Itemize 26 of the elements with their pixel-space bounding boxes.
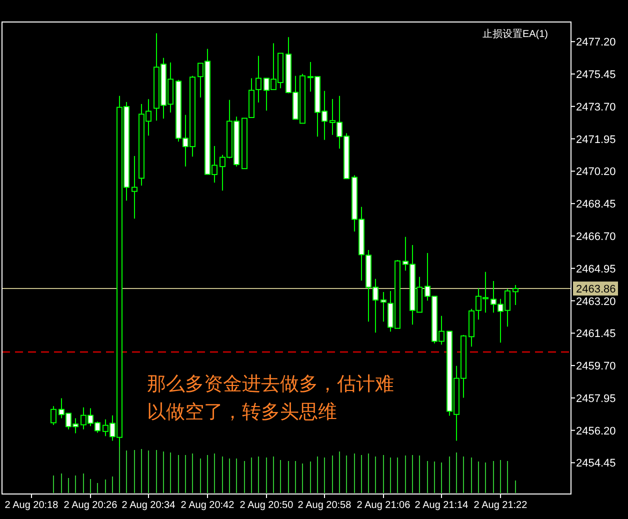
- x-tick-label: 2 Aug 20:26: [64, 500, 118, 511]
- y-tick-label: 2466.70: [576, 230, 616, 243]
- y-tick-label: 2454.45: [576, 458, 616, 470]
- y-tick-label: 2468.45: [576, 198, 616, 211]
- y-tick-label: 2461.45: [576, 328, 616, 340]
- annotation: 止损设置EA(1): [482, 28, 548, 40]
- x-tick-label: 2 Aug 20:42: [180, 500, 235, 511]
- x-tick-label: 2 Aug 20:58: [298, 500, 352, 511]
- y-tick-label: 2464.95: [576, 263, 616, 276]
- y-tick-label: 2470.20: [576, 166, 616, 178]
- x-tick-label: 2 Aug 21:14: [414, 500, 469, 511]
- x-tick-label: 2 Aug 20:50: [240, 500, 294, 511]
- y-tick-label: 2475.45: [576, 69, 616, 82]
- y-tick-label: 2457.95: [576, 392, 616, 405]
- x-tick-label: 2 Aug 21:06: [356, 500, 411, 511]
- y-tick-label: 2473.70: [576, 101, 616, 114]
- y-tick-label: 2471.95: [576, 134, 616, 146]
- y-tick-label: 2477.20: [576, 36, 616, 49]
- annotation: 那么多资金进去做多，估计难以做空了，转多头思维: [147, 374, 394, 423]
- y-tick-label: 2459.70: [576, 360, 616, 373]
- y-tick-label: 2463.20: [576, 296, 616, 308]
- ref-line-label: 2463.86: [576, 284, 616, 296]
- y-tick-label: 2456.20: [576, 425, 616, 438]
- text: 2 Aug 20:18: [4, 500, 58, 511]
- x-tick-label: 2 Aug 20:34: [122, 500, 176, 511]
- x-tick-label: 2 Aug 21:22: [474, 500, 528, 511]
